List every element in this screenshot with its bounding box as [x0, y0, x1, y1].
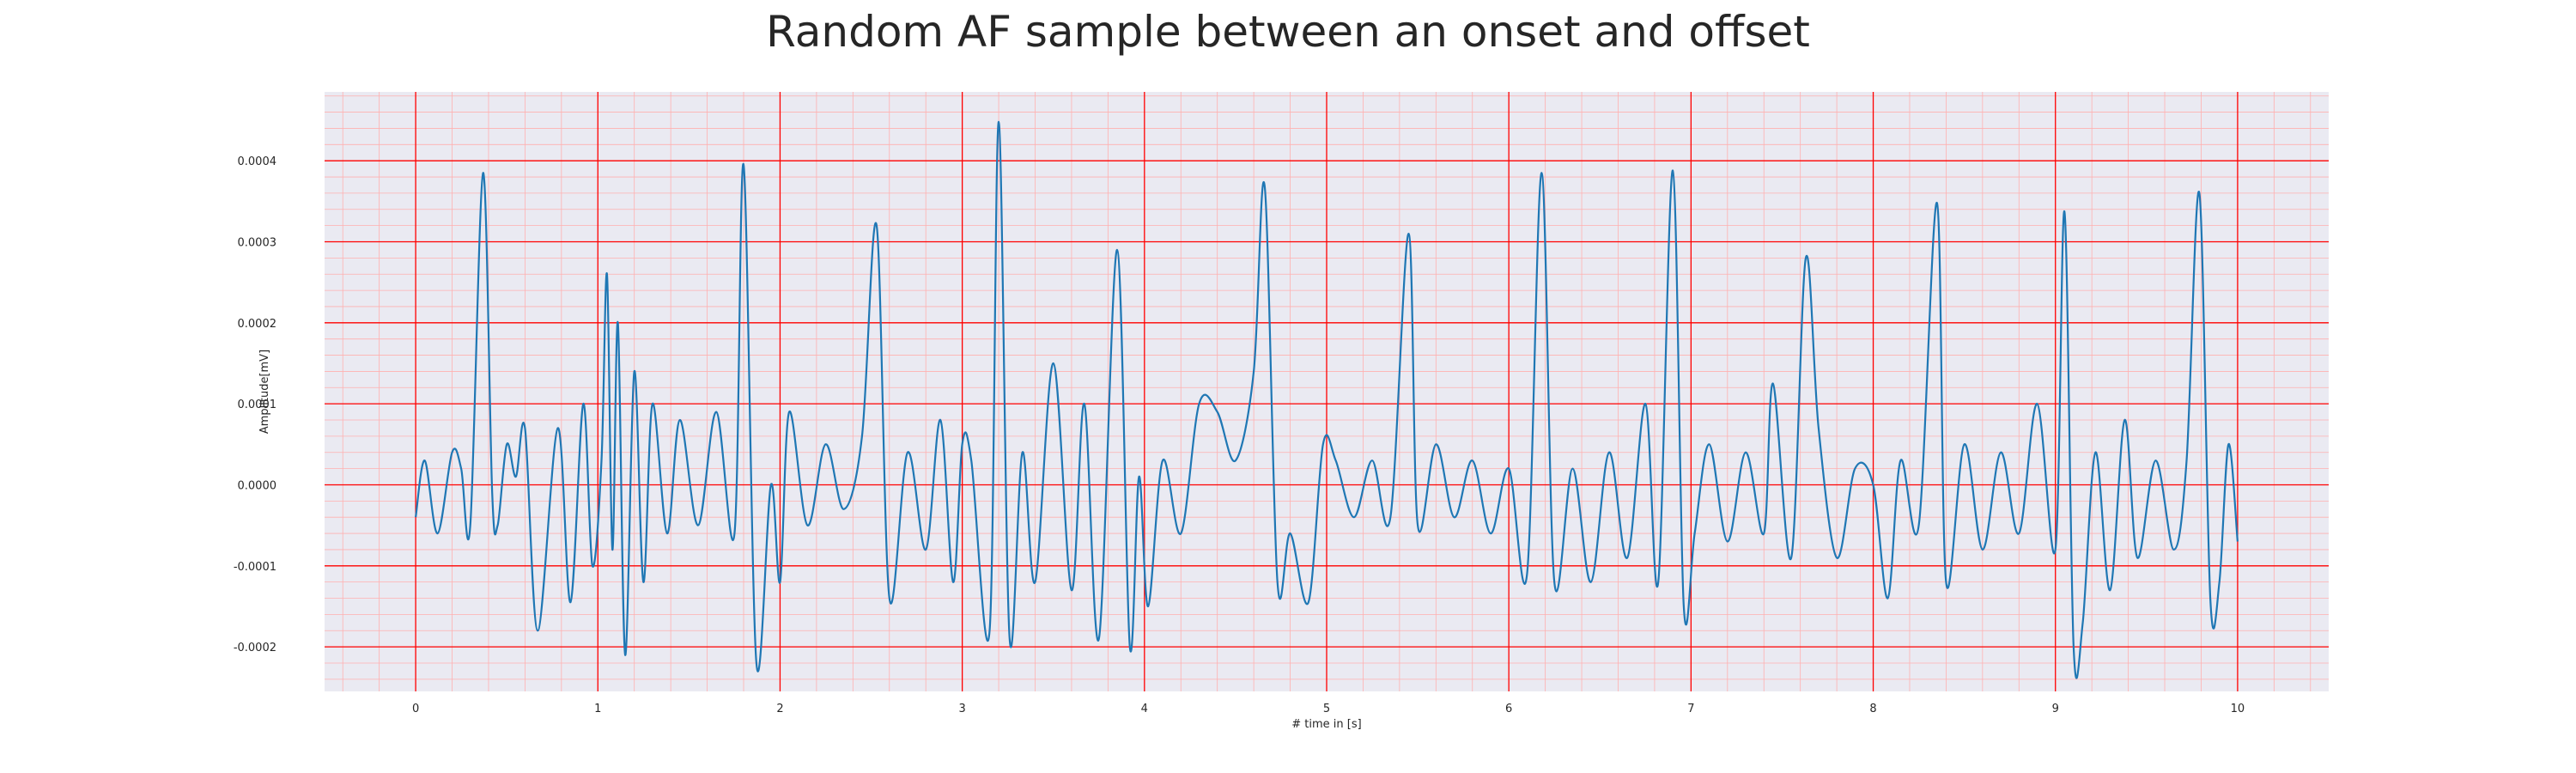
- y-tick-label: -0.0002: [234, 642, 276, 654]
- y-tick-label: 0.0002: [238, 318, 277, 331]
- x-tick-label: 4: [1141, 703, 1148, 715]
- y-tick-label: 0.0003: [238, 237, 277, 250]
- x-axis-label: # time in [s]: [1291, 718, 1361, 731]
- series-layer: [415, 120, 2239, 679]
- x-tick-labels: 0 1 2 3 4 5 6 7 8 9 10: [412, 703, 2245, 715]
- y-axis-label: Amplitude[mV]: [258, 350, 271, 434]
- x-tick-label: 9: [2052, 703, 2059, 715]
- series-line: [415, 120, 2239, 679]
- chart-title: Random AF sample between an onset and of…: [766, 7, 1810, 57]
- x-tick-label: 8: [1869, 703, 1876, 715]
- y-tick-label: -0.0001: [234, 561, 276, 574]
- x-tick-label: 2: [776, 703, 783, 715]
- x-tick-label: 6: [1505, 703, 1512, 715]
- y-tick-label: 0.0004: [238, 155, 277, 168]
- x-tick-label: 5: [1323, 703, 1330, 715]
- y-tick-labels: -0.0002 -0.0001 0.0000 0.0001 0.0002 0.0003 0.…: [234, 155, 276, 654]
- major-grid: [325, 92, 2329, 691]
- x-tick-label: 3: [958, 703, 965, 715]
- x-tick-label: 1: [594, 703, 601, 715]
- y-tick-label: 0.0000: [238, 479, 277, 492]
- x-tick-label: 10: [2231, 703, 2245, 715]
- x-tick-label: 0: [412, 703, 419, 715]
- x-tick-label: 7: [1687, 703, 1694, 715]
- y-tick-label: 0.0001: [238, 399, 277, 411]
